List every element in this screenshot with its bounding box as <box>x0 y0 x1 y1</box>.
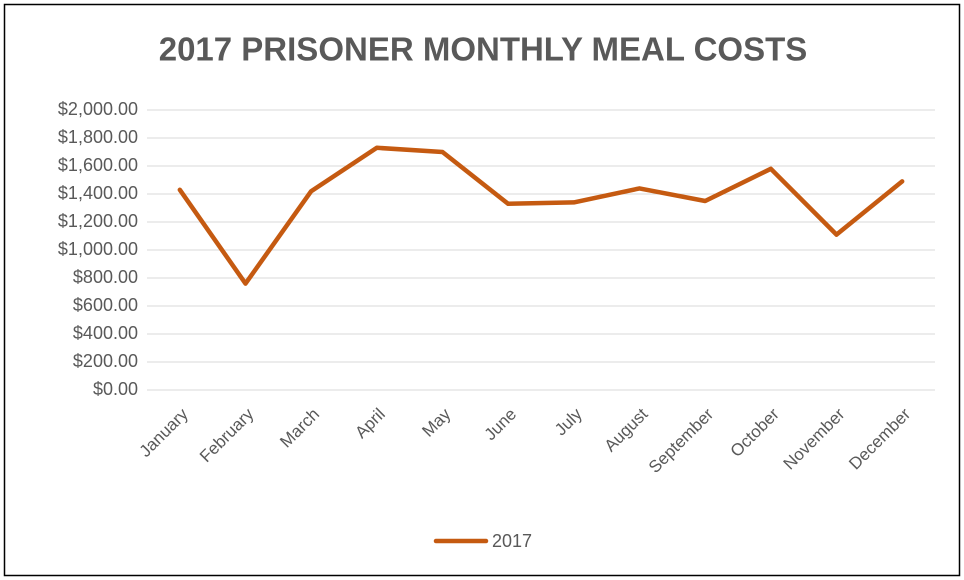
y-tick-label: $1,600.00 <box>58 155 138 175</box>
y-tick-label: $1,200.00 <box>58 211 138 231</box>
y-tick-label: $200.00 <box>73 351 138 371</box>
y-tick-label: $1,800.00 <box>58 127 138 147</box>
chart-border <box>3 3 961 577</box>
y-tick-label: $2,000.00 <box>58 99 138 119</box>
chart-title: 2017 PRISONER MONTHLY MEAL COSTS <box>159 31 808 68</box>
y-tick-label: $400.00 <box>73 323 138 343</box>
y-tick-label: $1,000.00 <box>58 239 138 259</box>
y-tick-label: $800.00 <box>73 267 138 287</box>
line <box>177 145 905 286</box>
y-tick-label: $1,400.00 <box>58 183 138 203</box>
y-tick-label: $600.00 <box>73 295 138 315</box>
y-tick-label: $0.00 <box>93 379 138 399</box>
legend-label: 2017 <box>492 531 532 551</box>
